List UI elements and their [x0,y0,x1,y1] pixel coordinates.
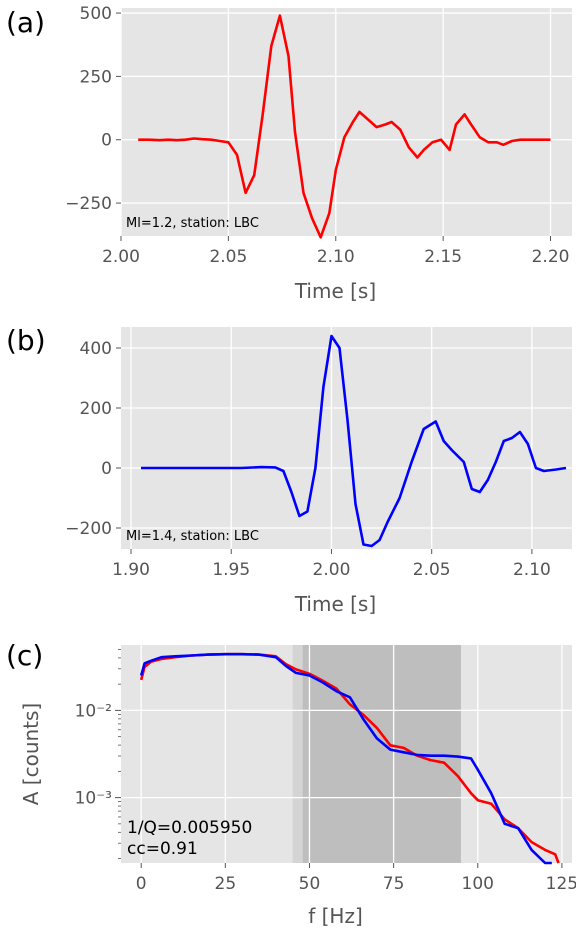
x-tick-label: 100 [462,874,494,894]
chart-c: 0 25 50 75 100 125 10⁻² 10⁻³ 1/Q=0.005950cc=0.91… [19,645,576,928]
x-tick-label: 2.00 [102,247,140,267]
y-tick-label: 10⁻² [75,701,112,721]
x-tick-label: 2.10 [317,247,355,267]
x-tick-label: 25 [215,874,237,894]
spectrum-line-1 [139,652,552,865]
x-tick-label: 0 [136,874,147,894]
x-tick-label: 50 [299,874,321,894]
series-line-0 [138,14,551,239]
x-tick-label: 1.95 [212,560,250,580]
chart-a: 2.00 2.05 2.10 2.15 2.20 500 250 0 −250 Ml=1.2, s… [65,4,572,303]
annotation-text: Ml=1.2, station: LBC [126,216,259,231]
y-axis-label: A [counts] [19,703,43,806]
y-tick-label: 400 [80,339,112,359]
x-tick-label: 2.05 [209,247,247,267]
shaded-frequency-band [302,645,461,863]
x-tick-label: 125 [546,874,576,894]
y-tick-label: 0 [101,131,112,151]
panel-label-b: (b) [6,324,46,357]
x-axis-label: Time [s] [294,279,376,303]
annotation-line: 1/Q=0.005950 [127,818,252,838]
series-line-0 [141,334,567,548]
plot-background [121,8,572,236]
x-tick-label: 2.00 [313,560,351,580]
y-tick-label: 250 [80,67,112,87]
y-tick-label: 10⁻³ [75,789,112,809]
x-tick-label: 75 [383,874,405,894]
x-tick-label: 1.90 [112,560,150,580]
plot-background [121,327,572,549]
x-tick-label: 2.20 [532,247,570,267]
annotation-text: Ml=1.4, station: LBC [126,529,259,544]
y-tick-label: 500 [80,4,112,24]
annotation-line: cc=0.91 [127,839,198,859]
y-tick-label: −200 [65,519,112,539]
x-tick-label: 2.10 [513,560,551,580]
y-tick-label: 200 [80,399,112,419]
x-axis-label: f [Hz] [308,904,363,928]
x-tick-label: 2.15 [424,247,462,267]
x-axis-label: Time [s] [294,592,376,616]
panel-label-c: (c) [6,639,43,672]
x-tick-label: 2.05 [413,560,451,580]
panel-label-a: (a) [6,6,45,39]
chart-b: 1.90 1.95 2.00 2.05 2.10 400 200 0 −200 Ml=1.4, s… [65,327,572,616]
plot-background [121,645,572,863]
y-tick-label: −250 [65,194,112,214]
y-tick-label: 0 [101,459,112,479]
